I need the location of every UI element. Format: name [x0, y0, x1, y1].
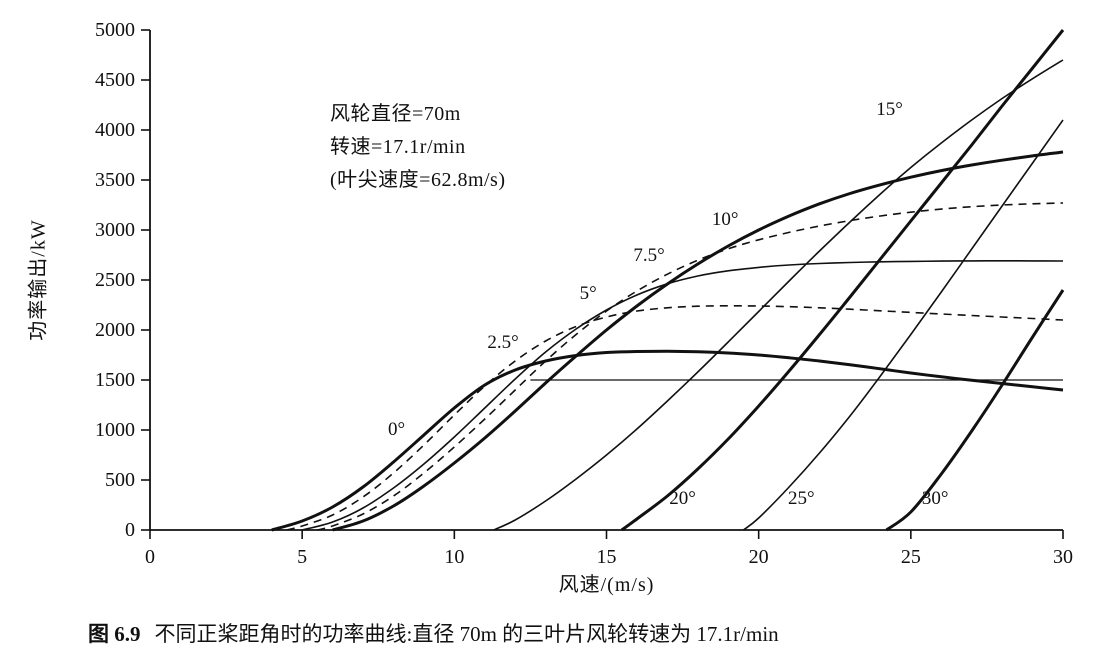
x-tick-label: 20 — [749, 546, 769, 568]
curve-pitch-2-5deg — [286, 304, 1064, 531]
curve-pitch-7-5deg — [317, 202, 1064, 531]
y-tick-label: 2000 — [95, 319, 135, 341]
y-tick-label: 2500 — [95, 269, 135, 291]
y-tick-label: 3500 — [95, 169, 135, 191]
annotation-line-rotor-diameter: 风轮直径=70m — [330, 103, 461, 125]
x-axis-title: 风速/(m/s) — [558, 574, 655, 596]
y-tick-label: 4500 — [95, 69, 135, 91]
chart-annotation: 风轮直径=70m 转速=17.1r/min (叶尖速度=62.8m/s) — [330, 98, 506, 197]
curve-label-7-5deg: 7.5° — [633, 245, 664, 266]
x-tick-label: 25 — [901, 546, 921, 568]
curve-label-30deg: 30° — [922, 488, 949, 509]
y-tick-label: 5000 — [95, 19, 135, 41]
x-tick-label: 10 — [444, 546, 464, 568]
x-tick-label: 30 — [1053, 546, 1073, 568]
y-tick-label: 4000 — [95, 119, 135, 141]
x-tick-label: 5 — [297, 546, 307, 568]
y-axis-title: 功率输出/kW — [27, 219, 50, 341]
figure-caption: 图 6.9 不同正桨距角时的功率曲线:直径 70m 的三叶片风轮转速为 17.1r… — [88, 618, 1068, 648]
figure-caption-label: 图 6.9 — [88, 622, 141, 646]
power-curve-chart: 0 500 1000 1500 2000 2500 3000 3500 4000 4500 5000… — [95, 19, 1073, 568]
y-tick-label: 500 — [105, 469, 135, 491]
annotation-line-rotation-speed: 转速=17.1r/min — [330, 136, 466, 158]
curve-pitch-5deg — [301, 260, 1064, 531]
curve-pitch-15deg — [493, 59, 1064, 531]
figure-caption-text: 不同正桨距角时的功率曲线:直径 70m 的三叶片风轮转速为 17.1r/min — [154, 622, 779, 646]
curve-label-10deg: 10° — [712, 209, 739, 230]
curve-pitch-30deg — [885, 289, 1065, 532]
y-tick-label: 0 — [125, 519, 135, 541]
curve-label-5deg: 5° — [580, 283, 597, 304]
curve-pitch-25deg — [742, 119, 1064, 531]
curve-label-0deg: 0° — [388, 419, 405, 440]
y-tick-label: 1500 — [95, 369, 135, 391]
curve-label-25deg: 25° — [788, 488, 815, 509]
curve-pitch-20deg — [620, 29, 1065, 532]
y-tick-label: 3000 — [95, 219, 135, 241]
x-tick-label: 15 — [597, 546, 617, 568]
y-tick-label: 1000 — [95, 419, 135, 441]
curve-pitch-10deg — [332, 150, 1064, 532]
curve-label-20deg: 20° — [669, 488, 696, 509]
annotation-line-tip-speed: (叶尖速度=62.8m/s) — [330, 169, 506, 191]
curve-label-15deg: 15° — [876, 99, 903, 120]
curve-label-2-5deg: 2.5° — [487, 332, 518, 353]
x-tick-label: 0 — [145, 546, 155, 568]
curve-pitch-0deg — [271, 349, 1064, 532]
